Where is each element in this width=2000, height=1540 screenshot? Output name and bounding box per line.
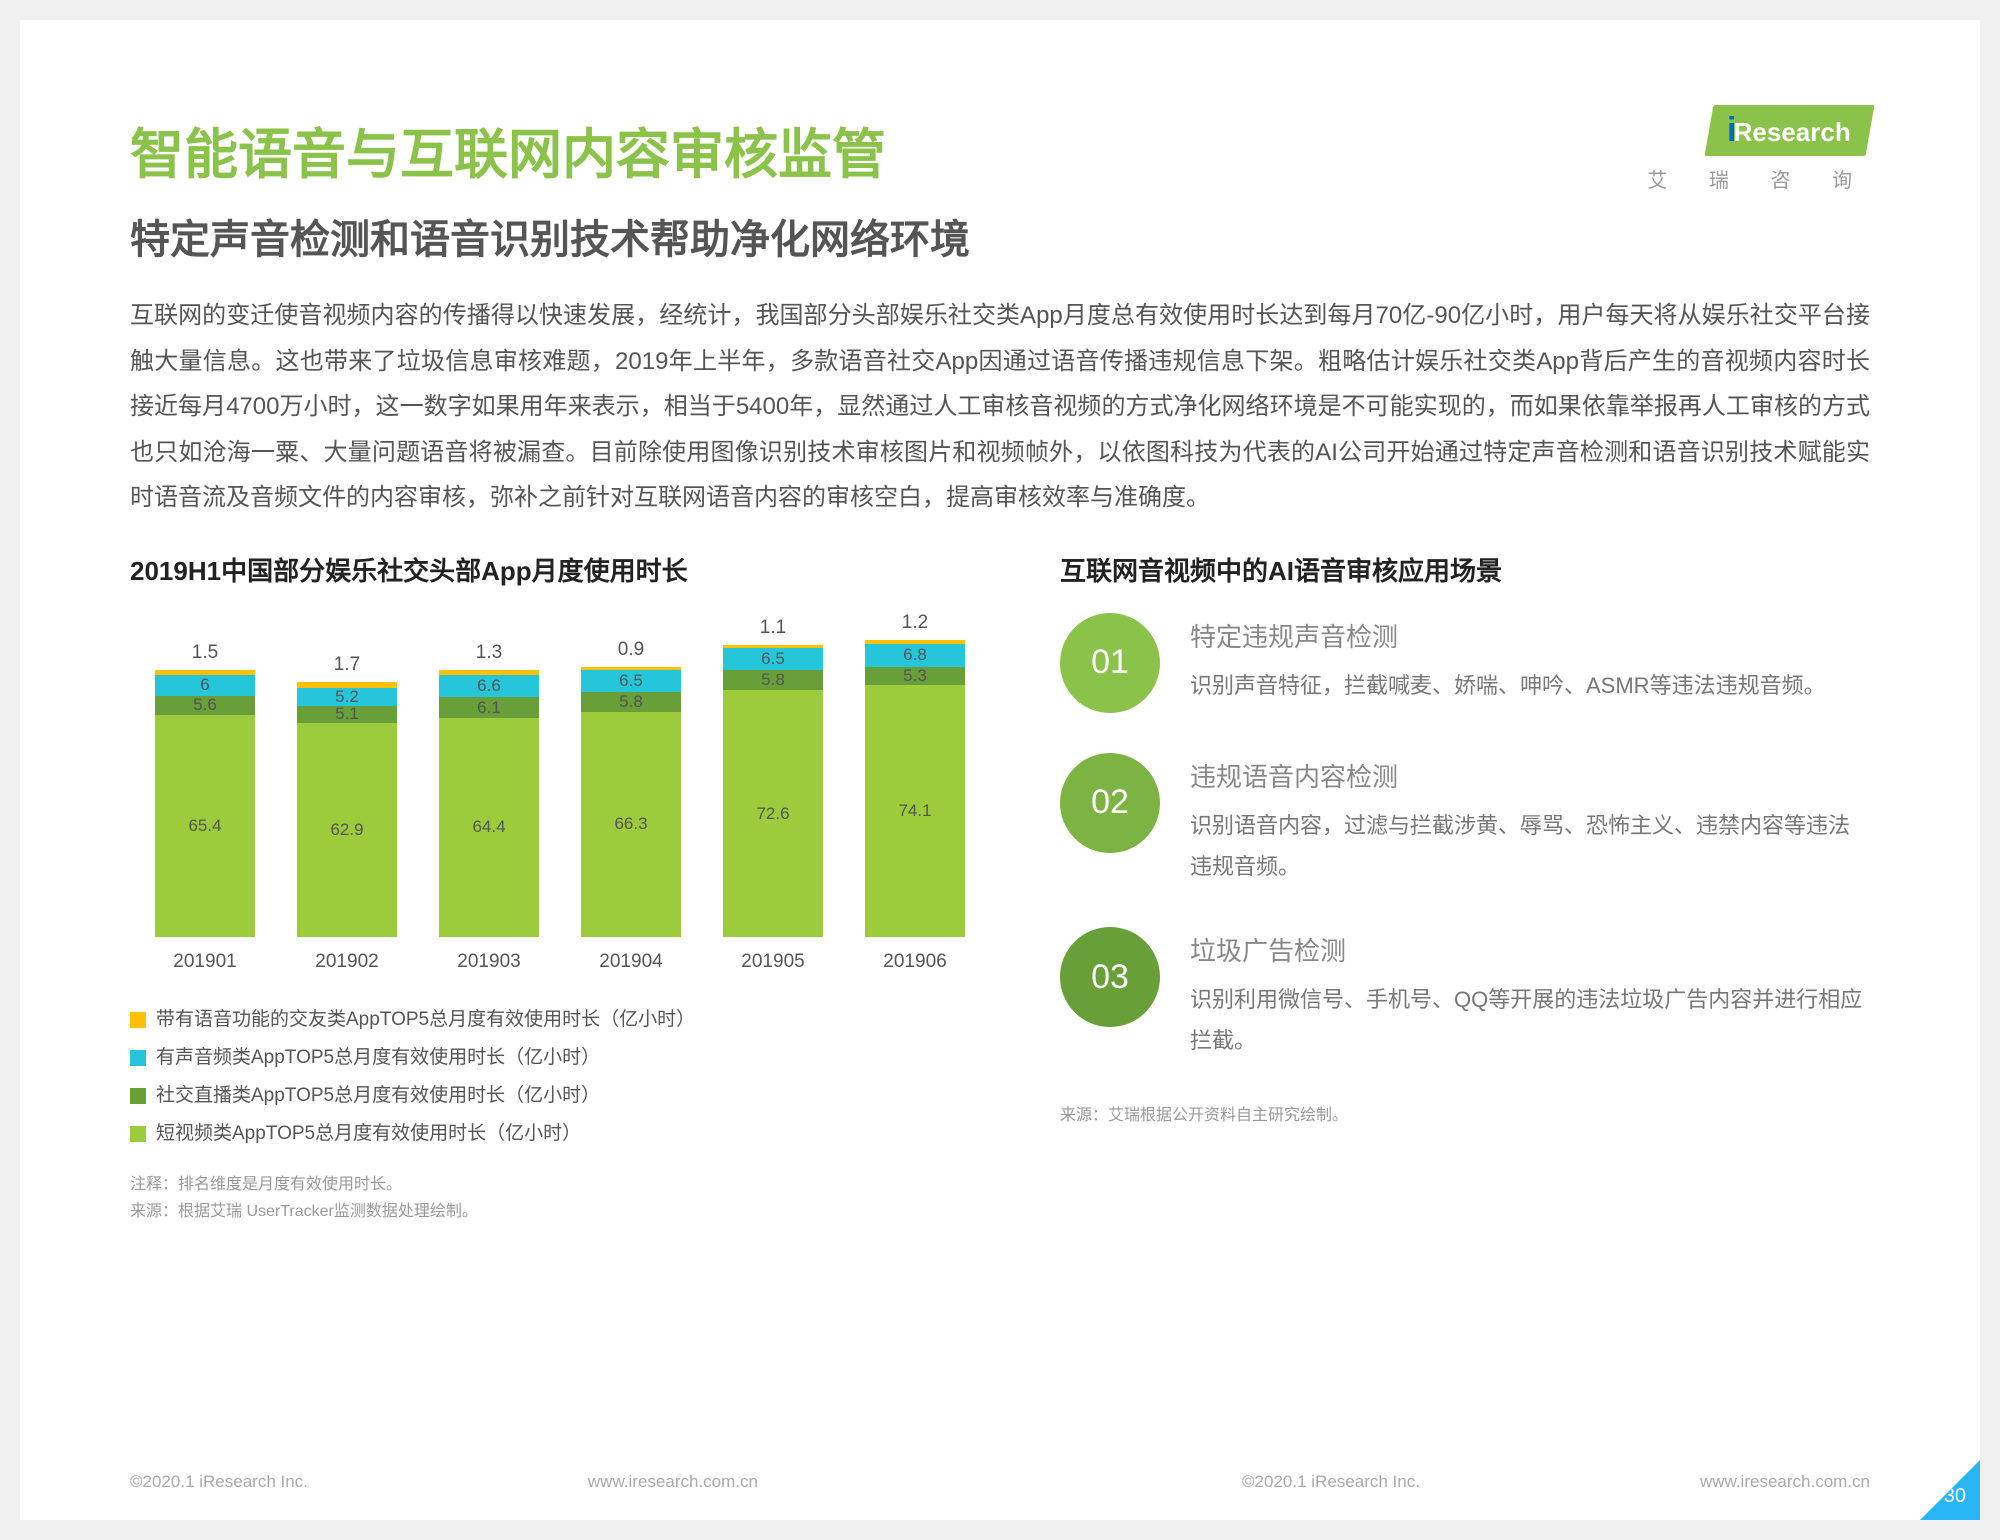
bar-group: 66.35.86.50.9201904: [566, 667, 696, 973]
scenario-title: 违规语音内容检测: [1190, 757, 1870, 794]
bar-group: 65.45.661.5201901: [140, 670, 270, 973]
chart-footnote: 注释：排名维度是月度有效使用时长。 来源：根据艾瑞 UserTracker监测数…: [130, 1171, 990, 1225]
scenario-number: 01: [1060, 613, 1160, 713]
scenario-item: 01 特定违规声音检测识别声音特征，拦截喊麦、娇喘、呻吟、ASMR等违法违规音频。: [1060, 613, 1870, 713]
scenario-desc: 识别语音内容，过滤与拦截涉黄、辱骂、恐怖主义、违禁内容等违法违规音频。: [1190, 806, 1870, 887]
copyright: ©2020.1 iResearch Inc.: [130, 1472, 308, 1492]
chart: 65.45.661.520190162.95.15.21.720190264.4…: [130, 613, 990, 973]
logo: iResearch 艾 瑞 咨 询: [1647, 105, 1870, 193]
page-number: 30: [1944, 1485, 1966, 1508]
page-subtitle: 特定声音检测和语音识别技术帮助净化网络环境: [130, 207, 1870, 265]
legend-item: 短视频类AppTOP5总月度有效使用时长（亿小时）: [130, 1115, 990, 1153]
scenario-desc: 识别利用微信号、手机号、QQ等开展的违法垃圾广告内容并进行相应拦截。: [1190, 980, 1870, 1061]
scenario-item: 03 垃圾广告检测识别利用微信号、手机号、QQ等开展的违法垃圾广告内容并进行相应拦…: [1060, 927, 1870, 1061]
scenario-title: 特定违规声音检测: [1190, 617, 1870, 654]
chart-title: 2019H1中国部分娱乐社交头部App月度使用时长: [130, 551, 990, 588]
right-column: 互联网音视频中的AI语音审核应用场景 01 特定违规声音检测识别声音特征，拦截喊麦…: [1060, 551, 1870, 1225]
left-column: 2019H1中国部分娱乐社交头部App月度使用时长 65.45.661.5201…: [130, 551, 990, 1225]
bar-group: 62.95.15.21.7201902: [282, 682, 412, 973]
logo-subtitle: 艾 瑞 咨 询: [1647, 164, 1870, 193]
footer: ©2020.1 iResearch Inc. www.iresearch.com…: [130, 1472, 1870, 1492]
logo-badge: iResearch: [1705, 105, 1875, 156]
legend-item: 有声音频类AppTOP5总月度有效使用时长（亿小时）: [130, 1039, 990, 1077]
slide: iResearch 艾 瑞 咨 询 智能语音与互联网内容审核监管 特定声音检测和…: [20, 20, 1980, 1520]
right-footnote: 来源：艾瑞根据公开资料自主研究绘制。: [1060, 1102, 1870, 1129]
scenario-number: 02: [1060, 753, 1160, 853]
legend-item: 带有语音功能的交友类AppTOP5总月度有效使用时长（亿小时）: [130, 1001, 990, 1039]
scenario-title: 垃圾广告检测: [1190, 931, 1870, 968]
scenario-desc: 识别声音特征，拦截喊麦、娇喘、呻吟、ASMR等违法违规音频。: [1190, 666, 1870, 707]
copyright: ©2020.1 iResearch Inc.: [1242, 1472, 1420, 1492]
scenario-item: 02 违规语音内容检测识别语音内容，过滤与拦截涉黄、辱骂、恐怖主义、违禁内容等违法…: [1060, 753, 1870, 887]
footer-url: www.iresearch.com.cn: [1700, 1472, 1870, 1492]
bar-group: 64.46.16.61.3201903: [424, 670, 554, 973]
scenarios-title: 互联网音视频中的AI语音审核应用场景: [1060, 551, 1870, 588]
columns: 2019H1中国部分娱乐社交头部App月度使用时长 65.45.661.5201…: [130, 551, 1870, 1225]
legend-item: 社交直播类AppTOP5总月度有效使用时长（亿小时）: [130, 1077, 990, 1115]
chart-legend: 带有语音功能的交友类AppTOP5总月度有效使用时长（亿小时）有声音频类AppT…: [130, 1001, 990, 1153]
bar-group: 72.65.86.51.1201905: [708, 645, 838, 973]
bar-group: 74.15.36.81.2201906: [850, 640, 980, 973]
scenarios-list: 01 特定违规声音检测识别声音特征，拦截喊麦、娇喘、呻吟、ASMR等违法违规音频。…: [1060, 613, 1870, 1062]
scenario-number: 03: [1060, 927, 1160, 1027]
footer-url: www.iresearch.com.cn: [588, 1472, 758, 1492]
page-title: 智能语音与互联网内容审核监管: [130, 110, 1870, 189]
body-paragraph: 互联网的变迁使音视频内容的传播得以快速发展，经统计，我国部分头部娱乐社交类App…: [130, 293, 1870, 521]
